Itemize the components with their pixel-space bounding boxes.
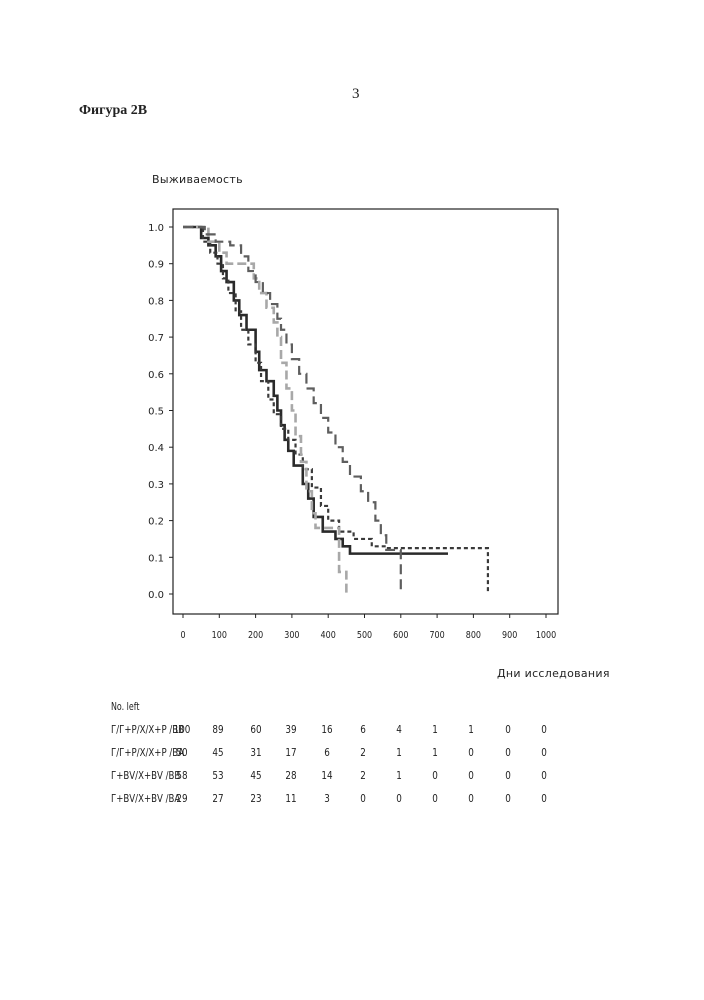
risk-cell: 0 bbox=[387, 792, 411, 805]
x-tick-label: 1000 bbox=[536, 630, 557, 641]
risk-cell: 0 bbox=[532, 769, 556, 782]
x-tick-label: 300 bbox=[284, 630, 299, 641]
risk-table-row: Г+ВV/Х+ВV /ВВ5853452814210000 bbox=[0, 769, 704, 787]
risk-cell: 0 bbox=[423, 792, 447, 805]
risk-cell: 2 bbox=[351, 746, 375, 759]
risk-cell: 89 bbox=[206, 723, 230, 736]
risk-cell: 28 bbox=[279, 769, 303, 782]
risk-table-row: Г/Г+Р/Х/Х+Р /ВА504531176211000 bbox=[0, 746, 704, 764]
risk-cell: 27 bbox=[206, 792, 230, 805]
y-tick-label: 1.0 bbox=[148, 223, 164, 234]
risk-cell: 0 bbox=[423, 769, 447, 782]
survival-curve-1 bbox=[183, 227, 448, 554]
risk-cell: 2 bbox=[351, 769, 375, 782]
risk-cell: 14 bbox=[315, 769, 339, 782]
x-tick-label: 600 bbox=[393, 630, 408, 641]
risk-cell: 0 bbox=[496, 792, 520, 805]
risk-cell: 45 bbox=[244, 769, 268, 782]
risk-cell: 16 bbox=[315, 723, 339, 736]
x-tick-label: 800 bbox=[466, 630, 481, 641]
risk-cell: 3 bbox=[315, 792, 339, 805]
risk-cell: 0 bbox=[496, 769, 520, 782]
y-tick-label: 0.6 bbox=[148, 370, 164, 381]
risk-cell: 1 bbox=[423, 746, 447, 759]
y-tick-label: 0.9 bbox=[148, 260, 164, 271]
risk-table-row: Г/Г+Р/Х/Х+Р /ВВ10089603916641100 bbox=[0, 723, 704, 741]
y-tick-label: 0.2 bbox=[148, 517, 164, 528]
risk-cell: 0 bbox=[532, 746, 556, 759]
risk-cell: 17 bbox=[279, 746, 303, 759]
risk-cell: 39 bbox=[279, 723, 303, 736]
y-tick-label: 0.0 bbox=[148, 590, 164, 601]
risk-cell: 0 bbox=[459, 746, 483, 759]
risk-cell: 60 bbox=[244, 723, 268, 736]
risk-cell: 0 bbox=[496, 746, 520, 759]
y-tick-label: 0.4 bbox=[148, 443, 164, 454]
x-tick-label: 0 bbox=[180, 630, 185, 641]
risk-cell: 45 bbox=[206, 746, 230, 759]
risk-cell: 0 bbox=[532, 792, 556, 805]
x-tick-label: 900 bbox=[502, 630, 517, 641]
risk-cell: 23 bbox=[244, 792, 268, 805]
risk-cell: 58 bbox=[170, 769, 194, 782]
x-tick-label: 100 bbox=[212, 630, 227, 641]
risk-cell: 0 bbox=[351, 792, 375, 805]
y-tick-label: 0.5 bbox=[148, 407, 164, 418]
risk-cell: 0 bbox=[532, 723, 556, 736]
risk-cell: 0 bbox=[496, 723, 520, 736]
risk-cell: 1 bbox=[459, 723, 483, 736]
y-tick-label: 0.3 bbox=[148, 480, 164, 491]
risk-cell: 53 bbox=[206, 769, 230, 782]
y-tick-label: 0.7 bbox=[148, 333, 164, 344]
risk-table-row: Г+ВV/Х+ВV /ВА292723113000000 bbox=[0, 792, 704, 810]
y-tick-label: 0.8 bbox=[148, 296, 164, 307]
risk-cell: 31 bbox=[244, 746, 268, 759]
risk-cell: 1 bbox=[387, 746, 411, 759]
risk-cell: 6 bbox=[351, 723, 375, 736]
risk-cell: 11 bbox=[279, 792, 303, 805]
risk-cell: 0 bbox=[459, 792, 483, 805]
risk-cell: 100 bbox=[170, 723, 194, 736]
x-tick-label: 500 bbox=[357, 630, 372, 641]
x-tick-label: 200 bbox=[248, 630, 263, 641]
y-tick-label: 0.1 bbox=[148, 553, 164, 564]
risk-cell: 6 bbox=[315, 746, 339, 759]
x-tick-label: 700 bbox=[429, 630, 444, 641]
risk-cell: 50 bbox=[170, 746, 194, 759]
risk-cell: 29 bbox=[170, 792, 194, 805]
x-tick-label: 400 bbox=[321, 630, 336, 641]
risk-cell: 1 bbox=[387, 769, 411, 782]
risk-cell: 4 bbox=[387, 723, 411, 736]
risk-table-title: No. left bbox=[111, 700, 139, 713]
risk-cell: 1 bbox=[423, 723, 447, 736]
risk-cell: 0 bbox=[459, 769, 483, 782]
